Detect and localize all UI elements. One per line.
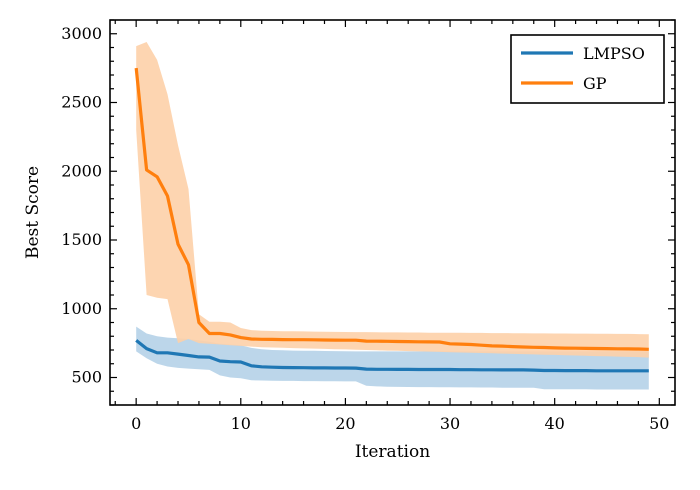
x-tick-label: 10 — [231, 414, 251, 433]
y-axis-label: Best Score — [23, 166, 43, 259]
band-gp — [136, 42, 649, 358]
x-axis-label: Iteration — [355, 442, 430, 462]
x-tick-label: 20 — [335, 414, 355, 433]
band-lmpso — [136, 326, 649, 390]
x-tick-label: 0 — [131, 414, 141, 433]
y-tick-label: 2000 — [61, 161, 102, 180]
x-tick-label: 30 — [440, 414, 460, 433]
legend-label-lmpso: LMPSO — [583, 44, 645, 63]
series-line-gp — [134, 67, 649, 351]
y-tick-label: 500 — [71, 368, 102, 387]
legend-label-gp: GP — [583, 74, 607, 93]
y-tick-label: 3000 — [61, 24, 102, 43]
x-tick-label: 50 — [649, 414, 669, 433]
legend: LMPSO GP — [510, 34, 665, 104]
axis-ticks — [110, 19, 675, 406]
legend-box — [510, 34, 665, 104]
y-tick-label: 1000 — [61, 299, 102, 318]
series-line-lmpso — [135, 339, 649, 373]
series-lines — [134, 67, 649, 373]
axis-labels: 0 10 20 30 40 50 500 1000 1500 2000 2500 3000 Iterat… — [23, 24, 669, 462]
y-tick-label: 2500 — [61, 93, 102, 112]
x-tick-label: 40 — [544, 414, 564, 433]
confidence-bands — [136, 42, 649, 390]
y-tick-label: 1500 — [61, 230, 102, 249]
